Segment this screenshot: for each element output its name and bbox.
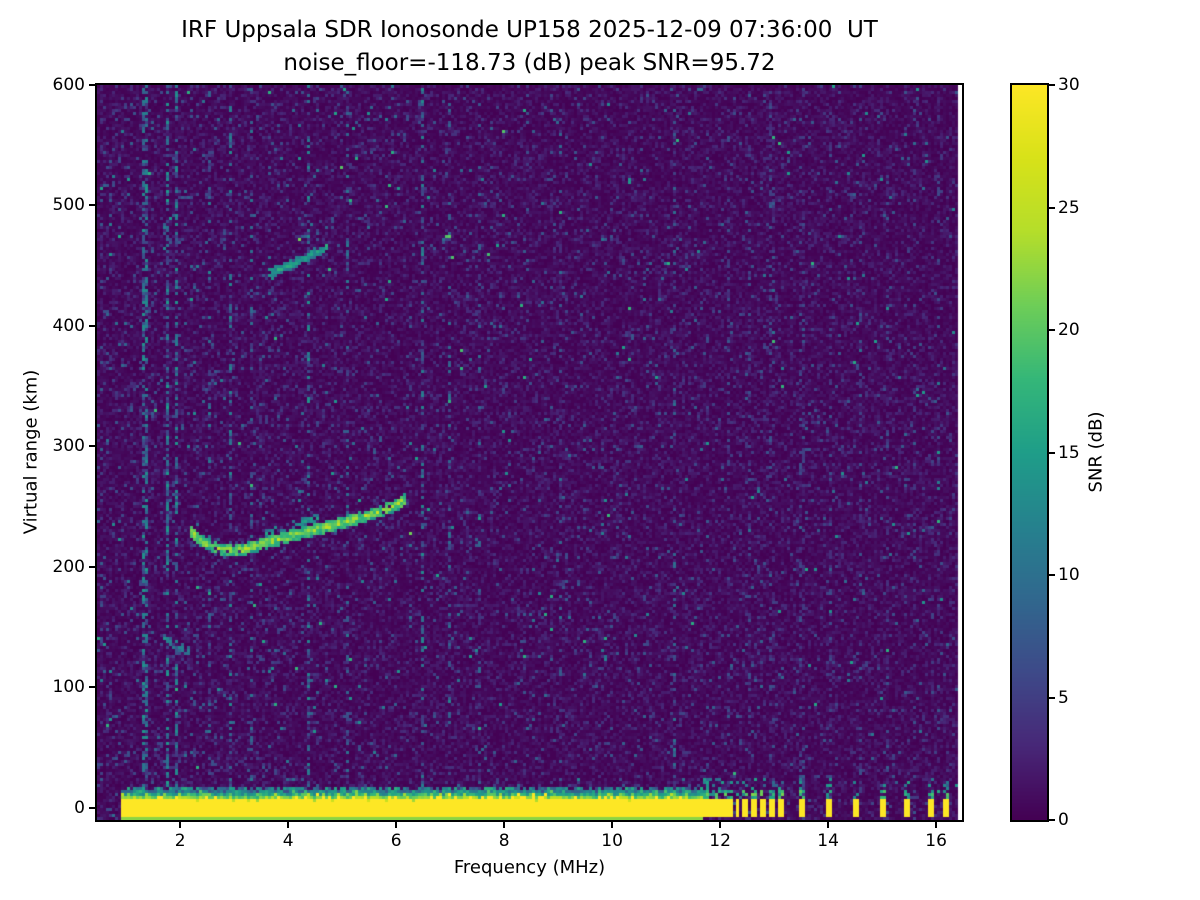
x-tick-label: 10 [601, 831, 623, 851]
colorbar-tick [1049, 84, 1055, 86]
x-tick-label: 14 [817, 831, 839, 851]
y-tick [89, 204, 95, 207]
colorbar-tick-label: 30 [1058, 75, 1080, 95]
chart-title: IRF Uppsala SDR Ionosonde UP158 2025-12-… [181, 17, 878, 43]
y-tick [89, 565, 95, 568]
colorbar-tick [1049, 206, 1055, 209]
y-tick [89, 324, 95, 327]
colorbar-tick [1049, 451, 1055, 454]
x-tick-label: 12 [709, 831, 731, 851]
x-tick [611, 822, 614, 828]
colorbar-gradient-canvas [1012, 85, 1047, 820]
colorbar-tick [1049, 696, 1055, 699]
x-tick [719, 822, 722, 828]
y-tick-label: 300 [52, 436, 85, 457]
x-tick [287, 822, 290, 828]
x-tick [503, 822, 506, 828]
y-tick [89, 686, 95, 689]
colorbar-label: SNR (dB) [1085, 411, 1107, 493]
x-tick [935, 822, 938, 828]
y-tick [89, 445, 95, 448]
y-tick [89, 806, 95, 809]
colorbar [1010, 83, 1049, 822]
x-tick-label: 2 [174, 831, 186, 851]
colorbar-tick [1049, 574, 1055, 576]
ionogram-heatmap-canvas [97, 85, 962, 820]
y-tick-label: 500 [52, 195, 85, 216]
colorbar-tick-label: 10 [1058, 565, 1080, 585]
colorbar-tick-label: 0 [1058, 810, 1069, 830]
y-tick-label: 100 [52, 677, 85, 698]
colorbar-tick [1049, 329, 1055, 331]
x-tick-label: 16 [925, 831, 947, 851]
x-tick-label: 8 [498, 831, 510, 851]
plot-area [95, 83, 964, 822]
colorbar-tick-label: 20 [1058, 320, 1080, 340]
y-tick-label: 200 [52, 556, 85, 577]
x-tick-label: 4 [282, 831, 294, 851]
chart-subtitle: noise_floor=-118.73 (dB) peak SNR=95.72 [283, 50, 776, 76]
y-tick-label: 600 [52, 75, 85, 95]
colorbar-tick [1049, 819, 1055, 821]
x-tick [827, 822, 830, 828]
x-tick [179, 822, 182, 828]
y-tick-label: 400 [52, 315, 85, 336]
colorbar-tick-label: 5 [1058, 687, 1069, 708]
colorbar-tick-label: 25 [1058, 197, 1080, 218]
x-tick [395, 822, 398, 828]
y-tick [89, 84, 95, 86]
y-tick-label: 0 [74, 797, 85, 818]
x-axis-label: Frequency (MHz) [453, 857, 606, 878]
colorbar-tick-label: 15 [1058, 442, 1080, 463]
x-tick-label: 6 [390, 831, 402, 851]
y-axis-label: Virtual range (km) [20, 369, 42, 535]
